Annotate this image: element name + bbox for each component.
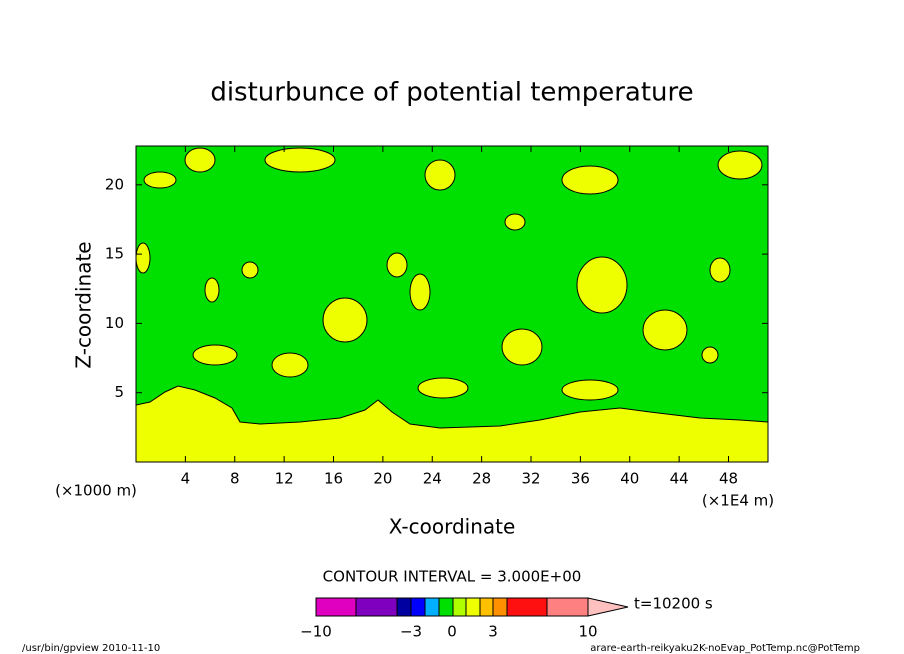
chart-title: disturbunce of potential temperature [210, 78, 693, 108]
contour-field [135, 145, 769, 463]
colorbar-segment [492, 597, 508, 617]
colorbar-segment [452, 597, 467, 617]
x-tick-label: 44 [670, 470, 689, 488]
field-background [136, 146, 768, 462]
x-unit: (×1E4 m) [702, 492, 774, 510]
y-axis-label: Z-coordinate [72, 241, 96, 368]
x-tick-label: 4 [181, 470, 191, 488]
y-tick-label: 15 [105, 245, 124, 263]
colorbar-tick-label: 10 [578, 623, 597, 641]
y-tick-label: 20 [105, 175, 124, 193]
colorbar-segment [546, 597, 589, 617]
colorbar: −10 −3 0 3 10 [300, 597, 629, 641]
x-tick-label: 48 [719, 470, 738, 488]
x-axis-label: X-coordinate [389, 515, 516, 539]
x-tick-label: 36 [571, 470, 590, 488]
colorbar-segment [424, 597, 440, 617]
footer-right: arare-earth-reikyaku2K-noEvap_PotTemp.nc… [590, 643, 860, 654]
colorbar-extension [587, 597, 629, 617]
y-unit: (×1000 m) [55, 482, 137, 500]
x-tick-label: 8 [230, 470, 240, 488]
colorbar-segment [506, 597, 548, 617]
colorbar-segment [396, 597, 412, 617]
contour-interval: CONTOUR INTERVAL = 3.000E+00 [323, 568, 582, 586]
x-tick-label: 20 [373, 470, 392, 488]
footer-left: /usr/bin/gpview 2010-11-10 [22, 643, 160, 654]
colorbar-tick-label: 0 [447, 623, 457, 641]
colorbar-tick-label: −3 [400, 623, 422, 641]
colorbar-segment [465, 597, 481, 617]
time-label: t=10200 s [634, 595, 713, 613]
x-tick-label: 28 [472, 470, 491, 488]
x-tick-label: 16 [324, 470, 343, 488]
x-tick-label: 40 [620, 470, 639, 488]
high-regions [135, 147, 769, 463]
x-tick-label: 24 [423, 470, 442, 488]
x-tick-label: 12 [275, 470, 294, 488]
plot-frame [135, 145, 769, 463]
colorbar-segment [410, 597, 426, 617]
x-tick-label: 32 [521, 470, 540, 488]
colorbar-segment [315, 597, 357, 617]
colorbar-segment [479, 597, 494, 617]
y-tick-label: 10 [105, 314, 124, 332]
colorbar-segment [355, 597, 398, 617]
colorbar-tick-label: −10 [300, 623, 332, 641]
y-tick-label: 5 [114, 383, 124, 401]
colorbar-segment [438, 597, 454, 617]
colorbar-tick-label: 3 [488, 623, 498, 641]
